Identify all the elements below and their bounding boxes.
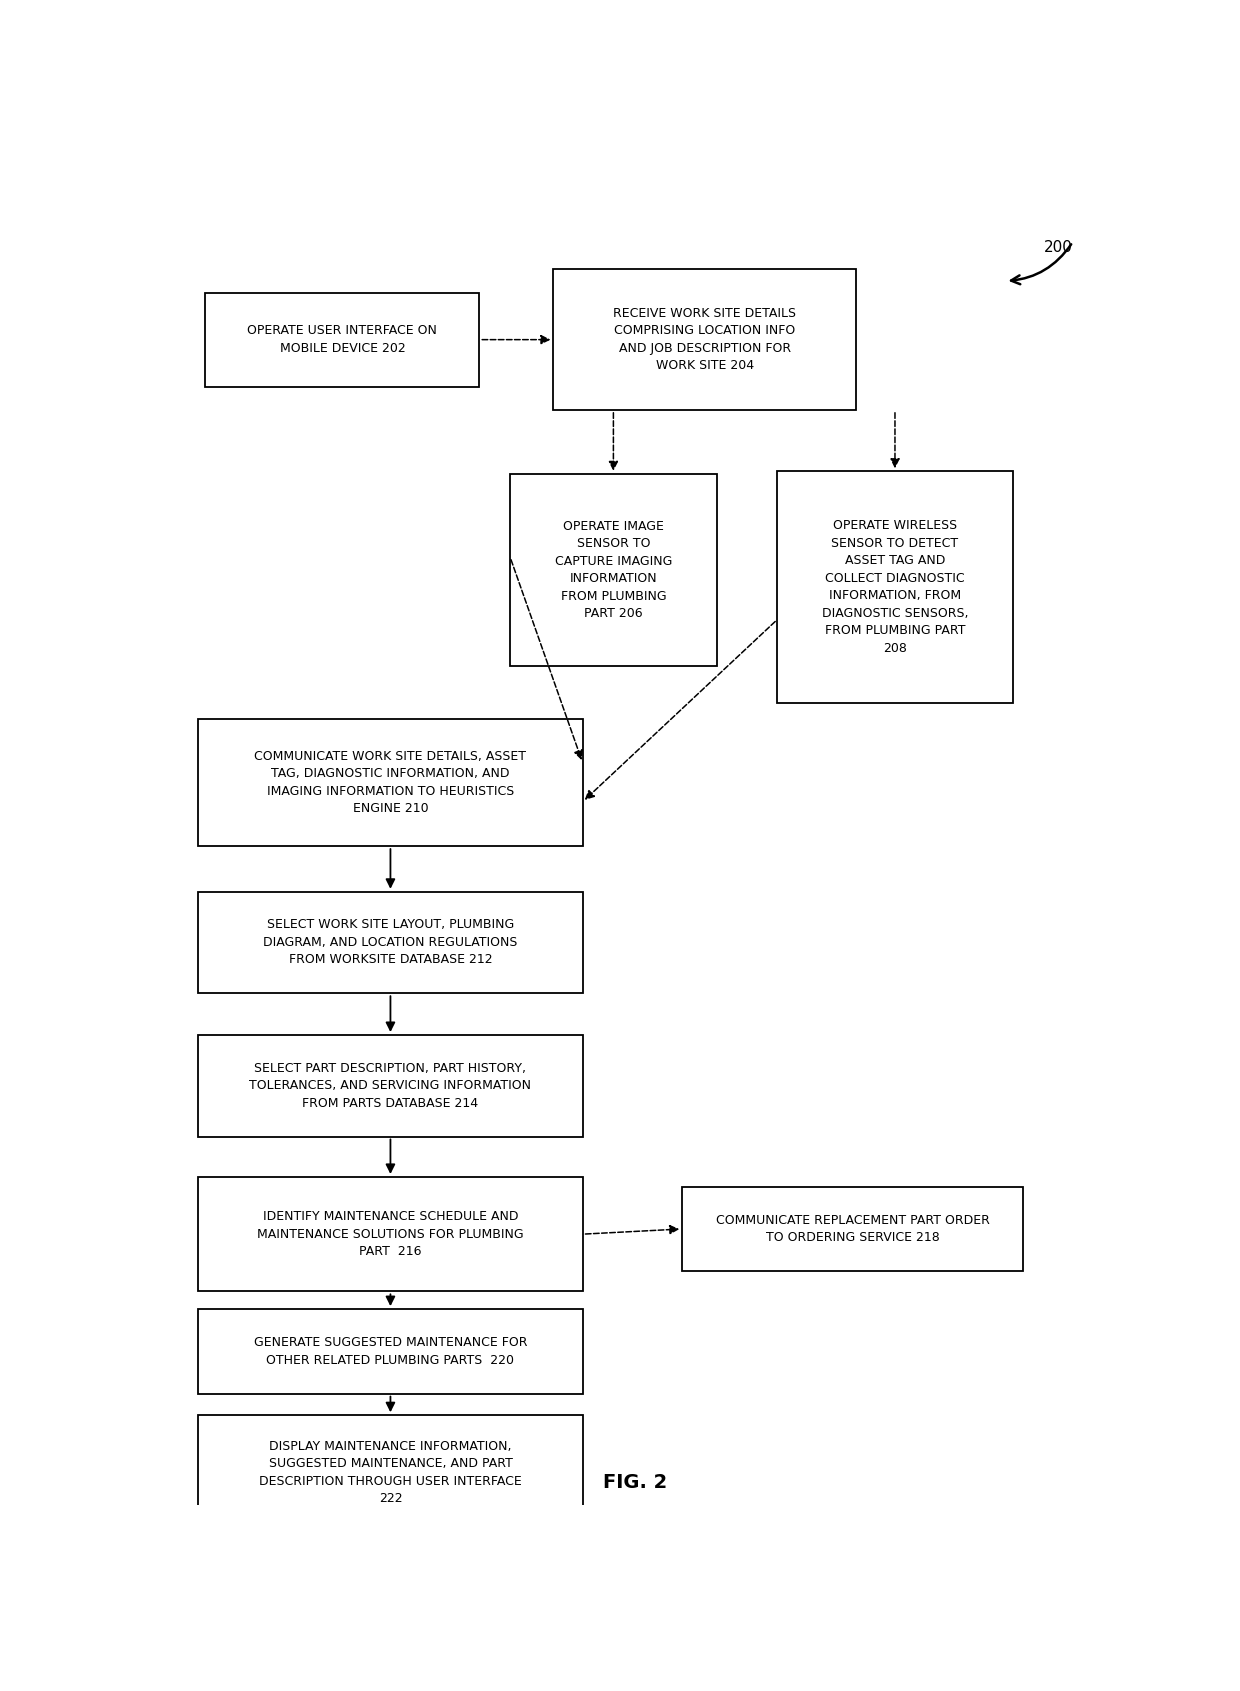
FancyBboxPatch shape <box>198 1415 583 1530</box>
FancyBboxPatch shape <box>777 472 1013 703</box>
FancyBboxPatch shape <box>198 1035 583 1136</box>
Text: RECEIVE WORK SITE DETAILS
COMPRISING LOCATION INFO
AND JOB DESCRIPTION FOR
WORK : RECEIVE WORK SITE DETAILS COMPRISING LOC… <box>614 306 796 372</box>
FancyBboxPatch shape <box>198 719 583 846</box>
Text: OPERATE IMAGE
SENSOR TO
CAPTURE IMAGING
INFORMATION
FROM PLUMBING
PART 206: OPERATE IMAGE SENSOR TO CAPTURE IMAGING … <box>554 519 672 621</box>
FancyBboxPatch shape <box>682 1187 1023 1272</box>
Text: COMMUNICATE WORK SITE DETAILS, ASSET
TAG, DIAGNOSTIC INFORMATION, AND
IMAGING IN: COMMUNICATE WORK SITE DETAILS, ASSET TAG… <box>254 749 527 815</box>
Text: SELECT PART DESCRIPTION, PART HISTORY,
TOLERANCES, AND SERVICING INFORMATION
FRO: SELECT PART DESCRIPTION, PART HISTORY, T… <box>249 1062 532 1109</box>
Text: 200: 200 <box>1044 240 1073 255</box>
FancyBboxPatch shape <box>198 891 583 993</box>
Text: DISPLAY MAINTENANCE INFORMATION,
SUGGESTED MAINTENANCE, AND PART
DESCRIPTION THR: DISPLAY MAINTENANCE INFORMATION, SUGGEST… <box>259 1439 522 1505</box>
FancyBboxPatch shape <box>510 473 717 666</box>
FancyBboxPatch shape <box>198 1309 583 1393</box>
Text: IDENTIFY MAINTENANCE SCHEDULE AND
MAINTENANCE SOLUTIONS FOR PLUMBING
PART  216: IDENTIFY MAINTENANCE SCHEDULE AND MAINTE… <box>257 1211 523 1258</box>
Text: COMMUNICATE REPLACEMENT PART ORDER
TO ORDERING SERVICE 218: COMMUNICATE REPLACEMENT PART ORDER TO OR… <box>715 1214 990 1245</box>
FancyBboxPatch shape <box>198 1177 583 1292</box>
Text: OPERATE USER INTERFACE ON
MOBILE DEVICE 202: OPERATE USER INTERFACE ON MOBILE DEVICE … <box>248 325 438 355</box>
Text: OPERATE WIRELESS
SENSOR TO DETECT
ASSET TAG AND
COLLECT DIAGNOSTIC
INFORMATION, : OPERATE WIRELESS SENSOR TO DETECT ASSET … <box>822 519 968 654</box>
Text: SELECT WORK SITE LAYOUT, PLUMBING
DIAGRAM, AND LOCATION REGULATIONS
FROM WORKSIT: SELECT WORK SITE LAYOUT, PLUMBING DIAGRA… <box>263 918 517 967</box>
Text: FIG. 2: FIG. 2 <box>604 1473 667 1491</box>
FancyBboxPatch shape <box>553 269 856 409</box>
Text: GENERATE SUGGESTED MAINTENANCE FOR
OTHER RELATED PLUMBING PARTS  220: GENERATE SUGGESTED MAINTENANCE FOR OTHER… <box>254 1336 527 1366</box>
FancyBboxPatch shape <box>206 293 480 387</box>
